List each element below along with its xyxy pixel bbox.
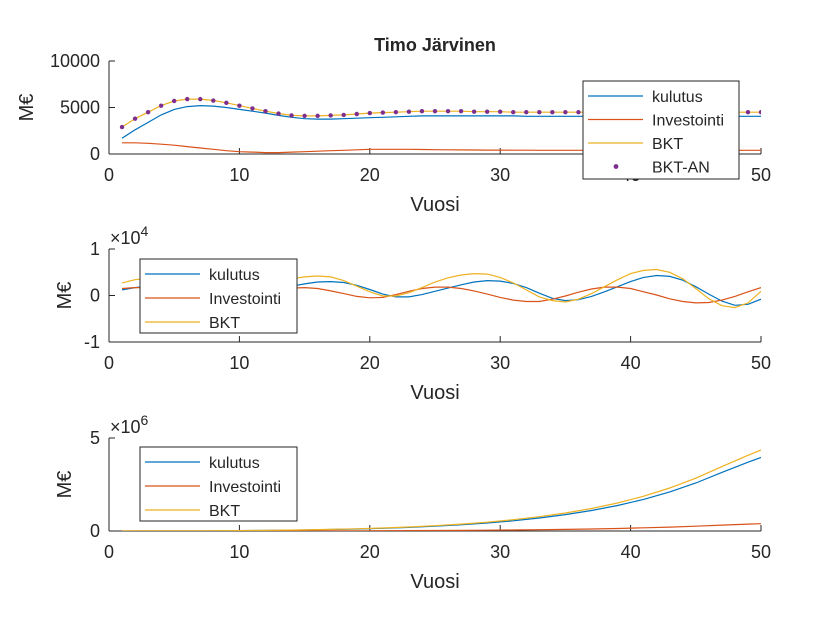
bkt-an-marker [250,106,255,111]
y-tick-label: 0 [90,286,100,306]
x-tick-label: 20 [360,353,380,373]
series-group [121,449,761,531]
x-tick-label: 0 [104,165,114,185]
bkt-an-marker [563,109,568,115]
legend-label-bkt: BKT [209,503,240,520]
legend-box [582,80,740,180]
bkt-an-marker [289,113,294,118]
legend: kulutus Investointi BKT [139,258,298,334]
x-tick-label: 50 [751,165,771,185]
legend-label-bkt-an: BKT-AN [652,160,710,177]
bkt-an-marker [341,112,346,118]
legend: kulutus Investointi BKT [139,446,298,522]
y-tick-label: 1 [90,239,100,259]
bkt-an-marker [132,116,138,121]
y-tick-label: 5000 [60,98,100,118]
subplot-2: 0 10 20 30 40 50-101×104VuosiM€kulutusInvesto… [54,223,771,404]
bkt-an-marker [745,109,751,115]
x-tick-label: 10 [229,353,249,373]
bkt-an-marker [302,113,307,119]
x-tick-label: 50 [751,542,771,562]
bkt-an-marker [524,109,529,115]
bkt-an-marker [758,109,761,115]
x-axis-label: Vuosi [410,571,459,593]
bkt-an-marker [537,109,542,115]
series-line-investointi [122,523,761,531]
legend-label-bkt: BKT [209,315,240,332]
bkt-an-marker [354,111,359,117]
bkt-an-marker [419,109,425,114]
legend-label-investointi: Investointi [209,291,281,308]
legend-label-kulutus: kulutus [209,455,260,472]
bkt-an-marker [328,113,333,118]
bkt-an-marker [550,109,555,115]
bkt-an-marker [185,96,190,102]
bkt-an-marker [145,109,151,115]
bkt-an-marker [276,111,281,116]
legend-box [139,446,298,522]
x-axis-label: Vuosi [410,194,459,216]
series-line-bkt [121,449,761,531]
legend-marker-bkt-an [613,164,619,169]
bkt-an-marker [119,124,125,130]
y-exponent-label: ×104 [110,223,149,248]
bkt-an-marker [458,109,464,114]
bkt-an-marker [172,98,177,104]
y-tick-label: 10000 [50,51,100,71]
x-tick-label: 30 [490,353,510,373]
bkt-an-marker [432,109,438,114]
legend-label-kulutus: kulutus [209,267,260,284]
x-tick-label: 20 [360,165,380,185]
x-tick-label: 0 [104,353,114,373]
bkt-an-marker [224,100,229,106]
bkt-an-marker [511,109,516,115]
bkt-an-marker [315,113,320,119]
legend: kulutus Investointi BKT BKT-AN [582,80,740,180]
subplots: 010203040500500010000VuosiM€kulutusInves… [16,51,771,593]
bkt-an-marker [445,109,451,114]
legend-label-investointi: Investointi [209,479,281,496]
bkt-an-marker [406,109,412,114]
subplot-3: 0 10 20 30 40 50 0 5 ×106 Vuosi M€ kulutus Investoin… [54,412,771,593]
bkt-an-marker [237,103,242,108]
y-axis-label: M€ [54,282,76,310]
bkt-an-marker [263,109,268,114]
subplot-1: 010203040500500010000VuosiM€kulutusInves… [16,51,771,216]
y-axis-label: M€ [16,94,38,122]
y-exponent-label: ×106 [110,412,149,437]
bkt-an-marker [498,109,503,114]
bkt-an-marker [471,109,477,114]
y-tick-label: 5 [90,428,100,448]
bkt-an-marker [158,103,164,108]
x-tick-label: 50 [751,353,771,373]
x-tick-label: 30 [490,542,510,562]
bkt-an-marker [393,109,399,115]
y-tick-label: -1 [84,332,100,352]
x-tick-label: 10 [229,542,249,562]
bkt-an-marker [211,98,216,103]
figure-title: Timo Järvinen [374,35,496,55]
legend-label-kulutus: kulutus [652,89,703,106]
y-tick-label: 0 [90,521,100,541]
bkt-an-marker [380,110,386,115]
y-tick-label: 0 [90,144,100,164]
x-tick-label: 40 [621,353,641,373]
bkt-an-marker [484,109,490,114]
x-tick-label: 40 [621,542,641,562]
x-tick-label: 20 [360,542,380,562]
y-axis-label: M€ [54,471,76,499]
bkt-an-marker [367,110,372,116]
x-tick-label: 30 [490,165,510,185]
x-axis-label: Vuosi [410,382,459,404]
x-tick-label: 10 [229,165,249,185]
x-tick-label: 0 [104,542,114,562]
legend-label-investointi: Investointi [652,113,724,130]
bkt-an-marker [576,109,581,115]
legend-box [139,258,298,334]
bkt-an-marker [198,96,203,102]
legend-label-bkt: BKT [652,136,683,153]
